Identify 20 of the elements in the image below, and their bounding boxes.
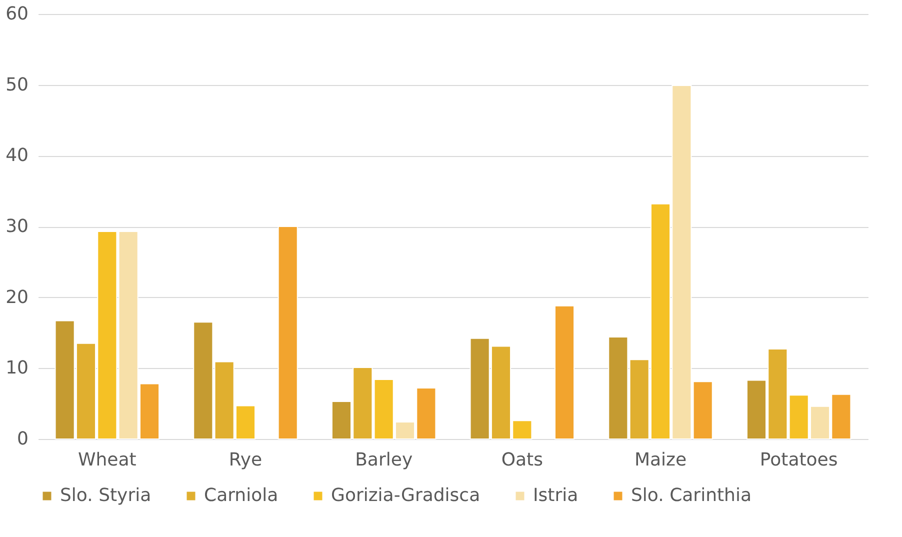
legend-label: Carniola [204,485,278,506]
y-tick-label: 0 [17,428,28,450]
legend-label: Slo. Styria [60,485,152,506]
y-tick-label: 30 [6,216,28,237]
legend-label: Gorizia-Gradisca [331,485,480,506]
y-tick-label: 20 [6,286,28,308]
legend-label: Slo. Carinthia [631,485,752,506]
bar [554,305,575,440]
x-tick-label: Rye [228,450,262,470]
x-tick-label: Maize [634,450,687,470]
y-tick-label: 40 [6,145,28,166]
y-tick-label: 50 [6,74,28,96]
bar [278,226,298,440]
x-tick-label: Wheat [78,450,136,470]
x-tick-label: Barley [355,450,413,470]
legend-label: Istria [533,485,578,506]
x-tick-label: Oats [501,450,543,470]
y-tick-label: 10 [6,358,28,379]
y-tick-label: 60 [6,4,28,24]
x-tick-label: Potatoes [760,450,838,470]
